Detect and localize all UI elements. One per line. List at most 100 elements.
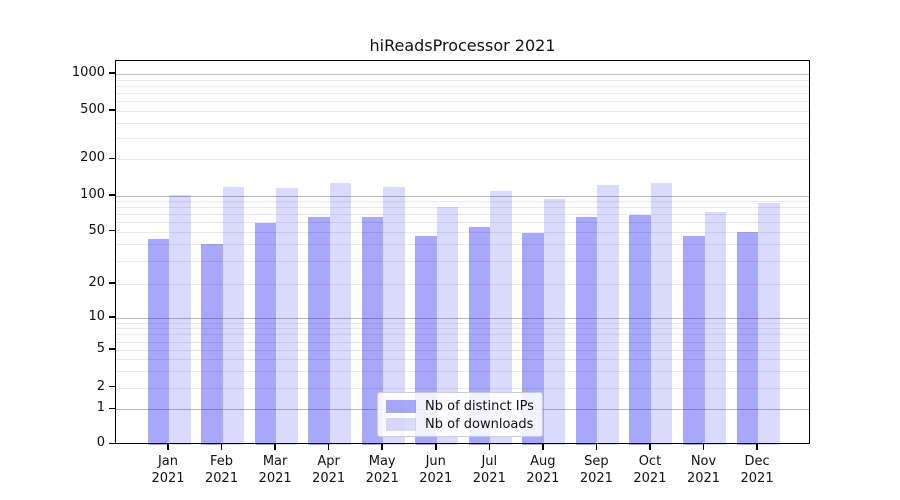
chart-title: hiReadsProcessor 2021 bbox=[369, 36, 556, 55]
x-tick-mark bbox=[702, 444, 705, 450]
x-tick-mark bbox=[435, 444, 437, 450]
bar-downloads bbox=[758, 203, 780, 445]
grid-line-major bbox=[116, 196, 809, 197]
grid-line-minor bbox=[116, 207, 809, 209]
y-tick-label: 200 bbox=[80, 150, 105, 166]
grid-line-minor bbox=[116, 341, 809, 343]
y-tick-mark bbox=[109, 348, 115, 350]
x-tick-label: Oct 2021 bbox=[633, 454, 667, 486]
grid-line-minor bbox=[116, 137, 809, 139]
grid-line-minor bbox=[116, 231, 809, 233]
x-tick-label: Dec 2021 bbox=[740, 454, 774, 486]
grid-line-minor bbox=[116, 334, 809, 336]
x-tick-mark bbox=[327, 444, 330, 450]
y-tick-label: 5 bbox=[96, 341, 105, 356]
bar-downloads bbox=[490, 190, 512, 445]
grid-line-minor bbox=[116, 222, 809, 224]
legend-row-downloads: Nb of downloads bbox=[386, 416, 534, 433]
legend-swatch-distinct-ips bbox=[386, 400, 416, 413]
bar-distinct-ips bbox=[308, 217, 330, 445]
bar-distinct-ips bbox=[522, 232, 544, 445]
grid-line-minor bbox=[116, 350, 809, 351]
grid-line-minor bbox=[116, 244, 809, 246]
y-tick-mark bbox=[109, 407, 115, 410]
bar-downloads bbox=[169, 195, 191, 445]
bar-distinct-ips bbox=[629, 215, 651, 445]
y-tick-label: 100 bbox=[80, 187, 105, 202]
grid-line-minor bbox=[116, 371, 809, 373]
bar-downloads bbox=[436, 207, 459, 445]
y-tick-label: 500 bbox=[80, 102, 105, 117]
bar-downloads bbox=[276, 187, 298, 445]
grid-line-major bbox=[116, 74, 809, 75]
legend-row-distinct-ips: Nb of distinct IPs bbox=[386, 398, 534, 415]
x-tick-mark bbox=[542, 444, 544, 450]
y-tick-label: 10 bbox=[88, 309, 105, 324]
grid-line-minor bbox=[116, 328, 809, 330]
legend-swatch-downloads bbox=[386, 418, 416, 431]
bar-distinct-ips bbox=[254, 223, 277, 445]
grid-line-minor bbox=[116, 122, 809, 124]
x-tick-label: May 2021 bbox=[365, 454, 399, 486]
bar-distinct-ips bbox=[575, 217, 598, 445]
bar-distinct-ips bbox=[468, 226, 491, 445]
x-tick-mark bbox=[488, 444, 491, 450]
bar-distinct-ips bbox=[201, 244, 223, 445]
x-tick-mark bbox=[595, 444, 598, 450]
x-tick-label: Jan 2021 bbox=[151, 454, 185, 486]
grid-line-minor bbox=[116, 85, 809, 87]
x-tick-mark bbox=[274, 444, 276, 450]
grid-line-minor bbox=[116, 359, 809, 361]
bar-distinct-ips bbox=[361, 217, 384, 445]
grid-line-minor bbox=[116, 201, 809, 203]
grid-line-major bbox=[116, 318, 809, 319]
legend-label-distinct-ips: Nb of distinct IPs bbox=[425, 399, 534, 414]
y-tick-mark bbox=[109, 72, 115, 74]
y-tick-mark bbox=[109, 157, 115, 160]
y-tick-label: 20 bbox=[88, 275, 105, 290]
legend-label-downloads: Nb of downloads bbox=[425, 417, 534, 432]
x-tick-label: Feb 2021 bbox=[205, 454, 239, 486]
bar-downloads bbox=[704, 212, 726, 445]
y-tick-mark bbox=[109, 194, 115, 196]
bar-downloads bbox=[329, 183, 352, 445]
grid-line-minor bbox=[116, 387, 809, 389]
x-tick-label: Nov 2021 bbox=[686, 454, 721, 486]
y-tick-label: 1000 bbox=[71, 65, 105, 80]
x-tick-label: Aug 2021 bbox=[526, 454, 560, 486]
grid-line-minor bbox=[116, 93, 809, 95]
x-tick-mark bbox=[167, 444, 169, 450]
x-tick-label: Sep 2021 bbox=[579, 454, 613, 486]
y-tick-label: 50 bbox=[88, 222, 105, 238]
grid-line-minor bbox=[116, 101, 809, 103]
y-tick-mark bbox=[109, 316, 115, 318]
x-tick-label: Jul 2021 bbox=[472, 454, 506, 486]
bar-downloads bbox=[543, 198, 566, 445]
y-tick-label: 0 bbox=[96, 435, 105, 451]
x-tick-mark bbox=[756, 444, 758, 450]
legend: Nb of distinct IPs Nb of downloads bbox=[377, 392, 543, 437]
y-tick-mark bbox=[109, 385, 115, 388]
x-tick-mark bbox=[381, 444, 383, 450]
bar-downloads bbox=[650, 183, 673, 445]
grid-line-minor bbox=[116, 260, 809, 262]
bar-downloads bbox=[222, 186, 245, 445]
y-tick-label: 2 bbox=[96, 378, 105, 394]
grid-line-minor bbox=[116, 322, 809, 324]
x-tick-label: Apr 2021 bbox=[312, 454, 346, 486]
y-tick-mark bbox=[109, 109, 115, 111]
y-tick-label: 1 bbox=[96, 400, 105, 416]
x-tick-mark bbox=[649, 444, 651, 450]
grid-line-minor bbox=[116, 284, 809, 285]
y-tick-mark bbox=[109, 229, 115, 232]
x-tick-label: Mar 2021 bbox=[258, 454, 292, 486]
bar-distinct-ips bbox=[736, 231, 759, 445]
bar-distinct-ips bbox=[683, 236, 705, 445]
y-tick-mark bbox=[109, 442, 115, 445]
grid-line-minor bbox=[116, 159, 809, 161]
grid-line-minor bbox=[116, 79, 809, 81]
bar-downloads bbox=[597, 185, 619, 445]
bar-distinct-ips bbox=[147, 238, 169, 445]
plot-area bbox=[115, 60, 810, 445]
